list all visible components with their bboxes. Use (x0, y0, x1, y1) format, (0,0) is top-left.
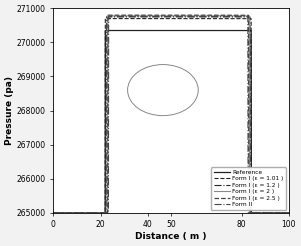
X-axis label: Distance ( m ): Distance ( m ) (135, 232, 207, 241)
Legend: Reference, Form I (ε = 1.01 ), Form I (ε = 1.2 ), Form I (ε = 2 ), Form I (ε = 2: Reference, Form I (ε = 1.01 ), Form I (ε… (211, 167, 286, 210)
Y-axis label: Pressure (pa): Pressure (pa) (5, 76, 14, 145)
